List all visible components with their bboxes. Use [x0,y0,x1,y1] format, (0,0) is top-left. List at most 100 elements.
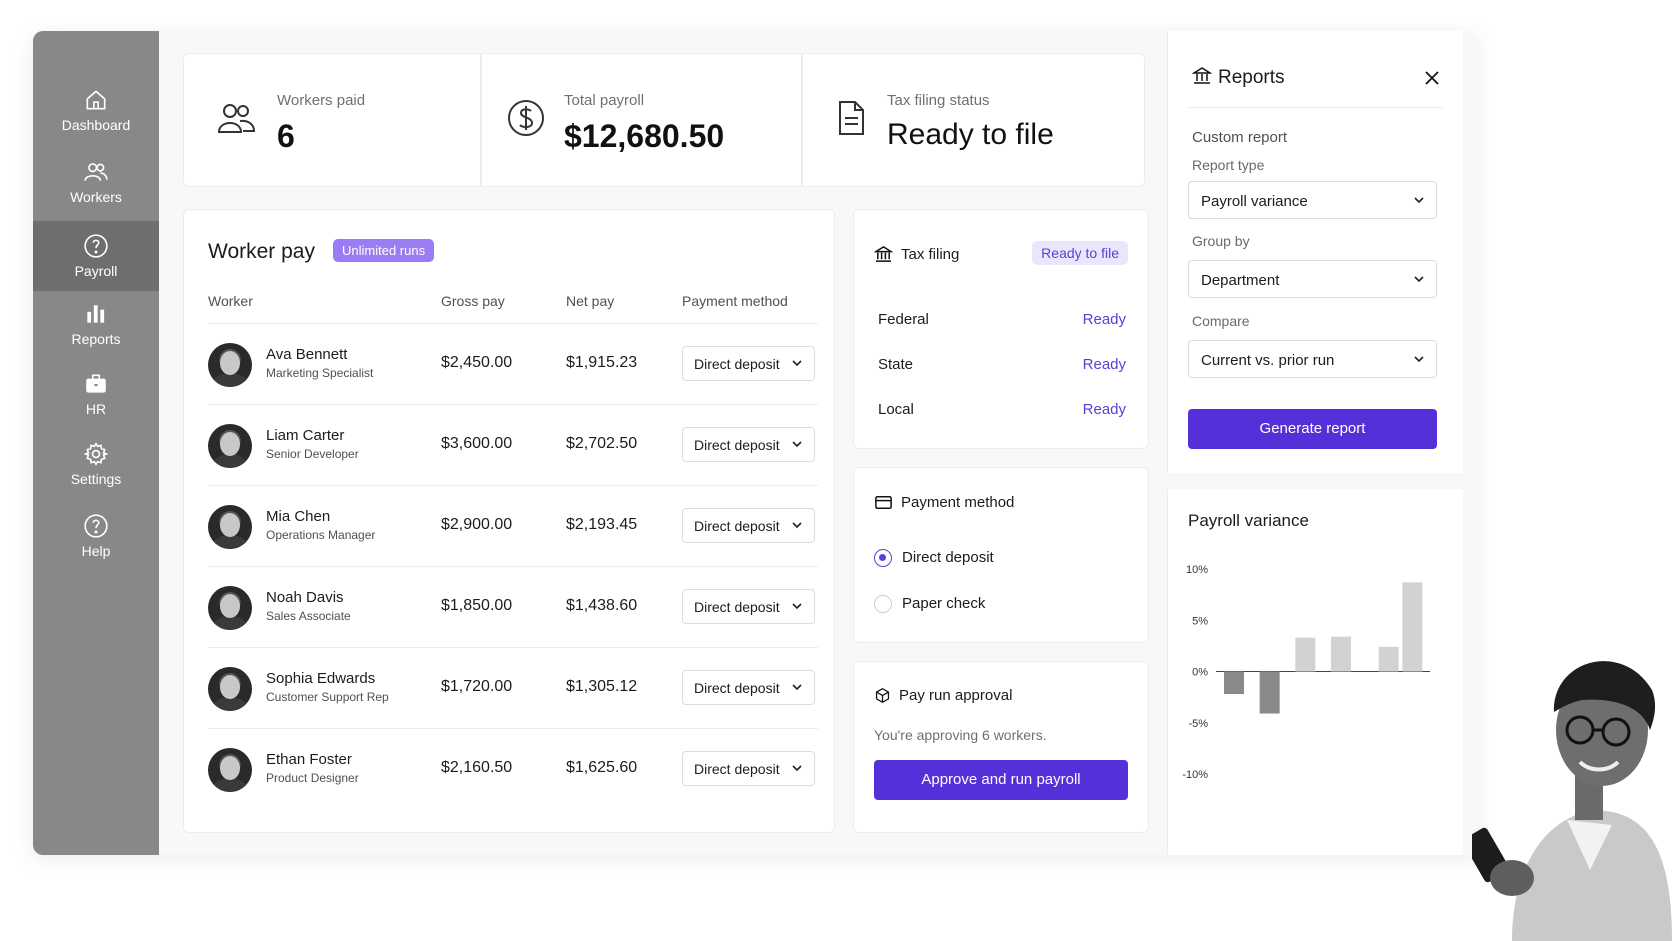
chevron-down-icon [1414,356,1424,363]
stat-total-payroll: Total payroll $12,680.50 [481,53,802,187]
tax-row-status: Ready [1082,401,1126,418]
gross-pay: $2,450.00 [441,354,513,371]
stat-tax-status: Tax filing status Ready to file [802,53,1145,187]
sidebar-item-dashboard[interactable]: Dashboard [33,87,159,147]
help-circle-icon [84,514,108,538]
compare-label: Compare [1192,313,1250,329]
dollar-circle-icon [508,100,544,136]
pay-run-approval-header: Pay run approval [874,687,1012,704]
worker-name: Sophia Edwards [266,670,376,687]
tax-filing-title: Tax filing [901,246,960,263]
unlimited-runs-badge: Unlimited runs [333,239,435,262]
table-row: Liam Carter Senior Developer $3,600.00 $… [208,404,818,485]
variance-bar [1295,637,1316,672]
dropdown-value: Direct deposit [694,599,780,615]
y-tick-label: -5% [1188,718,1208,730]
stat-value: $12,680.50 [564,118,725,154]
chevron-down-icon [792,360,802,367]
avatar [208,343,252,387]
y-tick-label: 5% [1192,615,1208,627]
column-header-worker: Worker [208,293,253,309]
sidebar-item-reports[interactable]: Reports [33,301,159,361]
variance-bar [1378,646,1399,672]
y-tick-label: 10% [1186,564,1208,576]
tax-row-federal: Federal Ready [878,311,1126,328]
net-pay: $1,305.12 [566,678,638,695]
payment-method-header: Payment method [874,493,1014,512]
tax-filing-card: Tax filing Ready to file Federal Ready S… [853,209,1149,449]
avatar [208,424,252,468]
report-type-select[interactable]: Payroll variance [1188,181,1437,219]
users-icon [84,163,108,181]
sidebar-item-help[interactable]: Help [33,513,159,573]
worker-role: Sales Associate [266,609,351,623]
payment-method-dropdown[interactable]: Direct deposit [682,670,815,705]
radio-direct-deposit[interactable] [874,549,892,567]
divider [1188,107,1443,108]
gross-pay: $1,720.00 [441,678,513,695]
payment-method-dropdown[interactable]: Direct deposit [682,589,815,624]
payment-method-card: Payment method Direct deposit Paper chec… [853,467,1149,643]
generate-report-button[interactable]: Generate report [1188,409,1437,449]
chevron-down-icon [792,603,802,610]
chevron-down-icon [792,765,802,772]
sidebar-item-workers[interactable]: Workers [33,159,159,219]
payroll-variance-chart: 10% 5% 0% -5% -10% [1182,564,1430,781]
approve-run-payroll-button[interactable]: Approve and run payroll [874,760,1128,800]
briefcase-icon [86,374,106,393]
sidebar-item-hr[interactable]: HR [33,371,159,431]
column-header-net: Net pay [566,293,615,309]
net-pay: $1,438.60 [566,597,638,614]
tax-row-status: Ready [1082,311,1126,328]
net-pay: $1,915.23 [566,354,638,371]
worker-role: Marketing Specialist [266,366,374,380]
net-pay: $2,702.50 [566,435,638,452]
gross-pay: $2,900.00 [441,516,513,533]
dropdown-value: Direct deposit [694,518,780,534]
stat-value: 6 [277,118,295,154]
select-value: Department [1201,272,1280,289]
payment-method-dropdown[interactable]: Direct deposit [682,346,815,381]
worker-role: Product Designer [266,771,359,785]
help-circle-icon [84,234,108,258]
tax-row-label: State [878,356,914,373]
sidebar-item-label: Reports [71,331,121,347]
compare-select[interactable]: Current vs. prior run [1188,340,1437,378]
payment-method-dropdown[interactable]: Direct deposit [682,427,815,462]
dropdown-value: Direct deposit [694,761,780,777]
tax-row-label: Federal [878,311,929,328]
users-icon [217,104,256,133]
app-window: Dashboard Workers Payroll Reports HR Set… [33,31,1477,855]
worker-name: Mia Chen [266,508,331,525]
chevron-down-icon [1414,276,1424,283]
table-row: Ava Bennett Marketing Specialist $2,450.… [208,323,818,404]
close-icon[interactable] [1425,71,1439,85]
worker-name: Liam Carter [266,427,345,444]
sidebar-item-label: Dashboard [61,117,131,133]
chart-title: Payroll variance [1188,511,1309,530]
variance-bar [1402,582,1423,672]
tax-row-status: Ready [1082,356,1126,373]
sidebar-item-payroll[interactable]: Payroll [33,221,159,291]
y-tick-label: -10% [1182,769,1208,781]
radio-paper-check[interactable] [874,595,892,613]
worker-role: Senior Developer [266,447,359,461]
gross-pay: $2,160.50 [441,759,513,776]
net-pay: $1,625.60 [566,759,638,776]
gear-icon [83,442,109,466]
avatar [208,748,252,792]
stat-workers-paid: Workers paid 6 [183,53,481,187]
reports-title: Reports [1218,67,1285,88]
group-by-select[interactable]: Department [1188,260,1437,298]
group-by-label: Group by [1192,233,1250,249]
payment-method-dropdown[interactable]: Direct deposit [682,751,815,786]
payment-method-dropdown[interactable]: Direct deposit [682,508,815,543]
payment-method-title: Payment method [901,494,1015,511]
sidebar-item-label: HR [85,401,107,417]
column-header-gross: Gross pay [441,293,505,309]
chevron-down-icon [792,441,802,448]
sidebar-item-settings[interactable]: Settings [33,441,159,501]
home-icon [86,90,106,110]
sidebar-item-label: Payroll [74,263,118,279]
bank-icon [874,246,893,262]
